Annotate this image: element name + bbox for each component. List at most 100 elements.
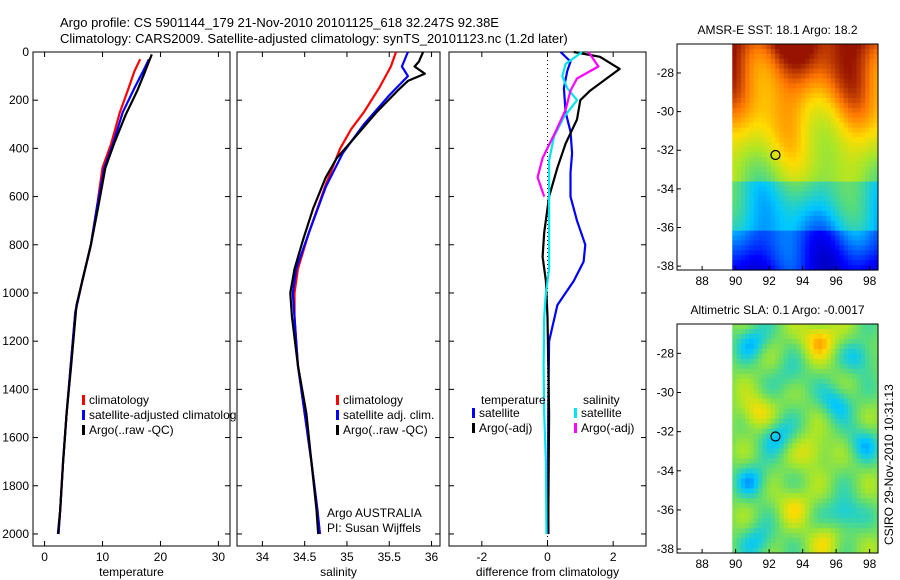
sst-map-cell [736, 58, 742, 65]
sla-map-cell [835, 453, 841, 460]
sst-map-cell [805, 235, 811, 242]
sla-map-cell [740, 458, 746, 464]
sst-map-cell [843, 127, 849, 134]
sst-map-cell [839, 83, 845, 89]
sst-map-cell [805, 93, 811, 99]
sst-map-cell [869, 215, 875, 222]
sla-map-cell [818, 348, 823, 355]
sla-map-cell [792, 363, 798, 370]
sla-map-cell [848, 418, 853, 425]
sla-map-cell [860, 408, 866, 415]
sst-map-cell [775, 147, 781, 153]
sla-map-cell [753, 408, 759, 415]
sst-map-cell [856, 240, 862, 247]
sst-map-cell [787, 215, 793, 222]
sst-map-cell [800, 122, 806, 129]
sla-map-cell [813, 463, 819, 469]
sst-map-cell [757, 245, 763, 251]
sst-map-cell [792, 191, 798, 197]
sla-map-cell [779, 433, 785, 440]
sst-map-cell [826, 196, 832, 202]
sla-map-cell [848, 493, 853, 499]
sla-map-cell [848, 373, 853, 380]
sla-map-cell [766, 388, 772, 395]
sla-map-cell [835, 473, 841, 479]
sla-map-cell [787, 508, 793, 514]
sst-map-cell [848, 152, 853, 158]
sst-map-cell [800, 63, 806, 70]
sst-map-cell [843, 240, 849, 247]
sla-map-cell [762, 478, 768, 484]
sla-map-cell [753, 513, 759, 519]
sla-map-cell [740, 488, 746, 494]
temperature-legend-label: climatology [89, 393, 149, 407]
sst-map-cell [787, 235, 793, 242]
sst-map-cell [732, 161, 738, 168]
sla-map-cell [732, 373, 738, 380]
sla-map-cell [852, 533, 858, 539]
sst-map-cell [779, 112, 785, 119]
sst-map-cell [818, 112, 823, 119]
sst-map-cell [818, 206, 823, 212]
sla-map-cell [818, 398, 823, 405]
sla-map-cell [766, 453, 772, 460]
sla-map-cell [796, 543, 802, 549]
sla-map-cell [839, 508, 845, 514]
sla-map-cell [800, 548, 806, 554]
sla-map-cell [762, 488, 768, 494]
sst-map-cell [843, 122, 849, 129]
sla-map-cell [809, 328, 815, 335]
sst-map-cell [732, 157, 738, 163]
sst-map-cell [805, 201, 811, 207]
sst-map-cell [757, 230, 763, 237]
sst-map-cell [766, 122, 772, 129]
sla-map-cell [860, 343, 866, 350]
sla-map-cell [749, 348, 755, 355]
sst-map-cell [775, 98, 781, 104]
sla-map-cell [818, 483, 823, 489]
sst-map-cell [826, 58, 832, 65]
sst-map-cell [779, 250, 785, 256]
sst-map-cell [762, 255, 768, 261]
sst-map-cell [740, 235, 746, 242]
sla-map-cell [835, 363, 841, 370]
sla-map-cell [826, 518, 832, 524]
sst-map-cell [740, 93, 746, 99]
sla-map-cell [835, 373, 841, 380]
sla-map-cell [796, 483, 802, 489]
sla-map-cell [783, 373, 789, 380]
salinity-panel: 34 34.5 35 35.5 36salinityclimatologysatelli… [236, 51, 441, 579]
salinity-xtick-label: 36 [425, 550, 439, 564]
sst-map-cell [753, 44, 759, 50]
sst-map-cell [822, 255, 828, 261]
sst-map-cell [775, 250, 781, 256]
sst-map-cell [852, 166, 858, 173]
sla-map-cell [809, 378, 815, 385]
sst-map-cell [792, 260, 798, 266]
sst-map-cell [753, 201, 759, 207]
sla-map-cell [775, 378, 781, 385]
sla-map-cell [787, 443, 793, 450]
sst-map-cell [843, 152, 849, 158]
sst-map-cell [805, 171, 811, 178]
sla-map-cell [805, 528, 811, 534]
sla-map-cell [869, 368, 875, 375]
sst-map-cell [766, 63, 772, 70]
sla-map-cell [843, 333, 849, 340]
sla-map-cell [822, 528, 828, 534]
sla-map-cell [745, 408, 751, 415]
sla-map-cell [835, 423, 841, 430]
sst-map-cell [736, 157, 742, 163]
sst-map-cell [873, 211, 879, 217]
sla-map-cell [822, 543, 828, 549]
sla-map-cell [757, 483, 763, 489]
sst-map-cell [830, 78, 836, 84]
sst-map-cell [745, 157, 751, 163]
sst-map-cell [818, 260, 823, 266]
sla-map-cell [860, 353, 866, 360]
sst-map-cell [740, 265, 746, 271]
sla-map-cell [809, 508, 815, 514]
sst-map-cell [736, 225, 742, 232]
sla-map-cell [775, 438, 781, 445]
sla-map-cell [869, 523, 875, 529]
